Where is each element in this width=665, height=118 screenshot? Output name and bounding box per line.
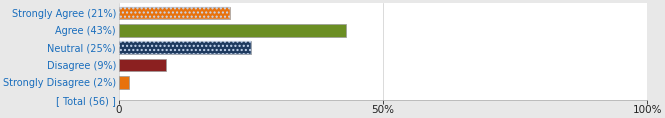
Bar bbox=[118, 76, 129, 89]
Bar bbox=[118, 24, 346, 37]
Bar bbox=[118, 42, 251, 54]
Bar bbox=[118, 7, 229, 19]
Bar bbox=[118, 59, 166, 71]
Bar bbox=[118, 42, 251, 54]
Bar bbox=[118, 7, 229, 19]
